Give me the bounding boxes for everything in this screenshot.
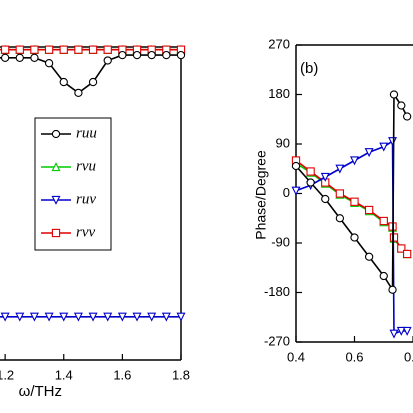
marker — [176, 312, 186, 322]
marker — [74, 88, 83, 98]
marker — [147, 50, 156, 60]
marker — [147, 312, 157, 322]
legend-label: ruv — [76, 191, 96, 207]
marker — [388, 285, 397, 294]
marker — [379, 142, 389, 152]
marker — [335, 214, 345, 223]
marker — [0, 53, 10, 62]
legend-label: rvu — [76, 158, 96, 174]
marker — [30, 45, 39, 54]
series-line — [0, 54, 181, 94]
marker — [44, 59, 54, 68]
x-tick-label: 1.8 — [172, 367, 190, 382]
legend-marker — [51, 195, 61, 205]
marker — [291, 186, 301, 196]
marker — [118, 50, 127, 60]
marker — [350, 233, 359, 242]
marker — [15, 53, 24, 62]
marker — [74, 45, 83, 54]
x-tick-label: 1.6 — [113, 367, 131, 382]
marker — [364, 205, 374, 215]
marker — [59, 312, 69, 322]
series-line — [295, 91, 408, 293]
legend-box — [34, 117, 112, 251]
legend-marker — [51, 129, 61, 139]
y-tick-label: -180 — [264, 284, 290, 299]
x-tick-label: 0.8 — [404, 349, 413, 364]
y-axis-label: Phase/Degree — [253, 150, 269, 240]
marker — [88, 77, 98, 87]
x-tick-label: 0.4 — [287, 349, 305, 364]
marker — [161, 312, 171, 322]
marker — [103, 312, 113, 322]
y-tick-label: 270 — [268, 36, 290, 51]
legend-marker — [51, 228, 61, 238]
marker — [389, 329, 399, 339]
y-tick-label: 0 — [283, 185, 290, 200]
marker — [15, 312, 25, 322]
marker — [88, 45, 98, 54]
marker — [103, 45, 112, 54]
marker — [103, 56, 112, 65]
marker — [176, 50, 186, 60]
marker — [306, 167, 315, 176]
y-tick-label: 180 — [268, 86, 290, 101]
marker — [320, 172, 330, 182]
marker — [73, 312, 83, 322]
y-tick-label: -90 — [271, 234, 290, 249]
x-axis-label: ω/THz — [19, 383, 62, 400]
marker — [29, 312, 39, 322]
legend-marker — [51, 162, 61, 172]
legend-label: rvv — [76, 224, 95, 240]
x-tick-label: 1.2 — [0, 367, 14, 382]
marker — [397, 244, 406, 253]
marker — [0, 45, 10, 54]
marker — [44, 45, 54, 54]
marker — [88, 312, 98, 322]
panel-label: (b) — [300, 60, 318, 77]
marker — [402, 326, 412, 336]
marker — [364, 148, 374, 158]
marker — [321, 194, 330, 204]
marker — [132, 50, 142, 60]
marker — [162, 50, 171, 60]
marker — [132, 312, 142, 322]
y-tick-label: 90 — [276, 135, 290, 150]
marker — [291, 161, 301, 171]
marker — [402, 249, 412, 259]
marker — [306, 178, 315, 187]
marker — [44, 312, 54, 322]
y-tick-label: -270 — [264, 333, 290, 348]
marker — [350, 197, 359, 206]
marker — [379, 216, 388, 226]
marker — [397, 101, 406, 110]
marker — [30, 53, 39, 62]
marker — [379, 271, 388, 281]
marker — [59, 45, 68, 54]
x-tick-label: 1.4 — [55, 367, 73, 382]
marker — [364, 252, 374, 261]
marker — [389, 90, 399, 99]
marker — [0, 312, 10, 322]
marker — [396, 326, 406, 336]
marker — [335, 189, 345, 198]
marker — [350, 156, 359, 166]
x-tick-label: 0.6 — [345, 349, 363, 364]
marker — [402, 112, 412, 121]
legend-label: ruu — [76, 125, 97, 141]
marker — [335, 164, 345, 174]
marker — [117, 312, 127, 322]
marker — [59, 77, 68, 87]
marker — [15, 45, 24, 54]
